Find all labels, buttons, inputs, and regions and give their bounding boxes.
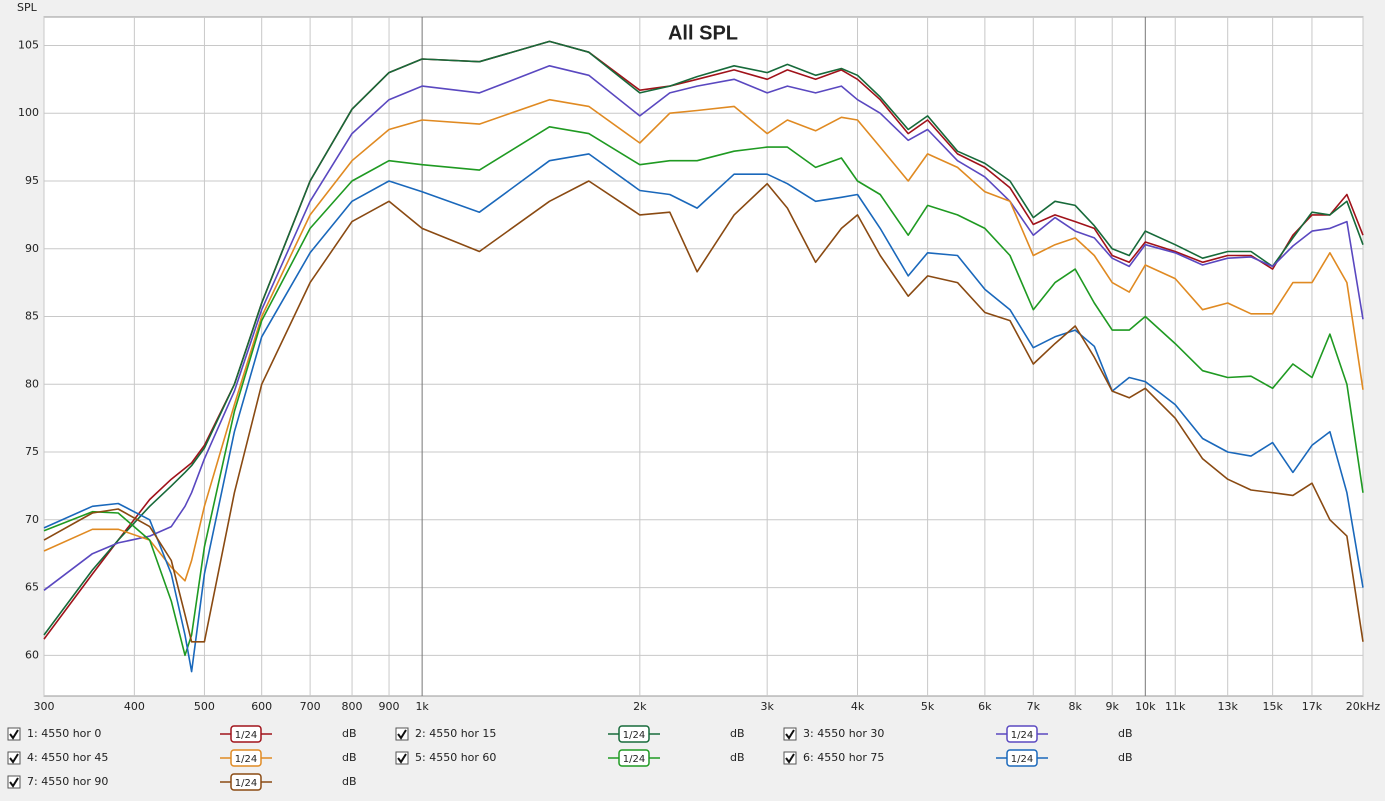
checkbox-mark[interactable] <box>9 729 19 740</box>
x-tick-label: 5k <box>921 700 935 713</box>
checkbox-mark[interactable] <box>9 777 19 788</box>
y-tick-label: 80 <box>25 377 39 390</box>
smoothing-label[interactable]: 1/24 <box>623 730 645 741</box>
smoothing-label[interactable]: 1/24 <box>1011 754 1033 765</box>
smoothing-button[interactable] <box>230 773 262 791</box>
y-tick-label: 60 <box>25 648 39 661</box>
y-tick-label: 100 <box>18 106 39 119</box>
checkbox-mark[interactable] <box>785 729 795 740</box>
y-tick-label: 85 <box>25 310 39 323</box>
legend-label: 1: 4550 hor 0 <box>27 727 101 740</box>
legend-label: 6: 4550 hor 75 <box>803 751 884 764</box>
x-tick-label: 20kHz <box>1346 700 1381 713</box>
series-line <box>43 180 1364 643</box>
smoothing-label[interactable]: 1/24 <box>235 730 257 741</box>
x-tick-label: 2k <box>633 700 647 713</box>
series-line <box>43 153 1364 673</box>
series-line <box>43 98 1364 582</box>
series-line <box>43 65 1364 591</box>
plot-area <box>43 16 1364 697</box>
y-tick-label: 90 <box>25 242 39 255</box>
x-tick-label: 7k <box>1027 700 1041 713</box>
x-tick-label: 900 <box>379 700 400 713</box>
x-tick-label: 8k <box>1069 700 1083 713</box>
y-tick-label: 70 <box>25 513 39 526</box>
unit-label: dB <box>730 727 745 740</box>
checkbox-mark[interactable] <box>397 753 407 764</box>
legend-label: 2: 4550 hor 15 <box>415 727 496 740</box>
unit-label: dB <box>1118 751 1133 764</box>
series-line <box>43 40 1364 636</box>
x-tick-label: 6k <box>978 700 992 713</box>
legend-label: 4: 4550 hor 45 <box>27 751 108 764</box>
x-tick-label: 17k <box>1302 700 1323 713</box>
smoothing-button[interactable] <box>618 725 650 743</box>
smoothing-button[interactable] <box>1006 749 1038 767</box>
y-tick-label: 105 <box>18 38 39 51</box>
smoothing-button[interactable] <box>230 749 262 767</box>
unit-label: dB <box>1118 727 1133 740</box>
smoothing-label[interactable]: 1/24 <box>235 778 257 789</box>
legend-label: 5: 4550 hor 60 <box>415 751 496 764</box>
unit-label: dB <box>342 751 357 764</box>
x-tick-label: 400 <box>124 700 145 713</box>
x-tick-label: 600 <box>251 700 272 713</box>
legend-label: 7: 4550 hor 90 <box>27 775 108 788</box>
legend-label: 3: 4550 hor 30 <box>803 727 884 740</box>
chart-title: All SPL <box>668 22 738 44</box>
unit-label: dB <box>342 775 357 788</box>
x-tick-label: 3k <box>760 700 774 713</box>
series-line <box>43 126 1364 657</box>
smoothing-button[interactable] <box>230 725 262 743</box>
checkbox-mark[interactable] <box>9 753 19 764</box>
x-tick-label: 500 <box>194 700 215 713</box>
unit-label: dB <box>342 727 357 740</box>
smoothing-button[interactable] <box>1006 725 1038 743</box>
x-tick-label: 700 <box>300 700 321 713</box>
x-tick-label: 4k <box>851 700 865 713</box>
smoothing-label[interactable]: 1/24 <box>623 754 645 765</box>
smoothing-label[interactable]: 1/24 <box>235 754 257 765</box>
checkbox-mark[interactable] <box>397 729 407 740</box>
checkbox-mark[interactable] <box>785 753 795 764</box>
y-tick-label: 95 <box>25 174 39 187</box>
y-axis-label: SPL <box>17 1 38 14</box>
smoothing-label[interactable]: 1/24 <box>1011 730 1033 741</box>
y-tick-label: 65 <box>25 581 39 594</box>
x-tick-label: 1k <box>415 700 429 713</box>
x-tick-label: 800 <box>342 700 363 713</box>
x-tick-label: 15k <box>1262 700 1283 713</box>
x-tick-label: 9k <box>1106 700 1120 713</box>
x-tick-label: 11k <box>1165 700 1186 713</box>
x-tick-label: 300 <box>34 700 55 713</box>
unit-label: dB <box>730 751 745 764</box>
smoothing-button[interactable] <box>618 749 650 767</box>
x-tick-label: 13k <box>1218 700 1239 713</box>
y-tick-label: 75 <box>25 445 39 458</box>
x-tick-label: 10k <box>1135 700 1156 713</box>
